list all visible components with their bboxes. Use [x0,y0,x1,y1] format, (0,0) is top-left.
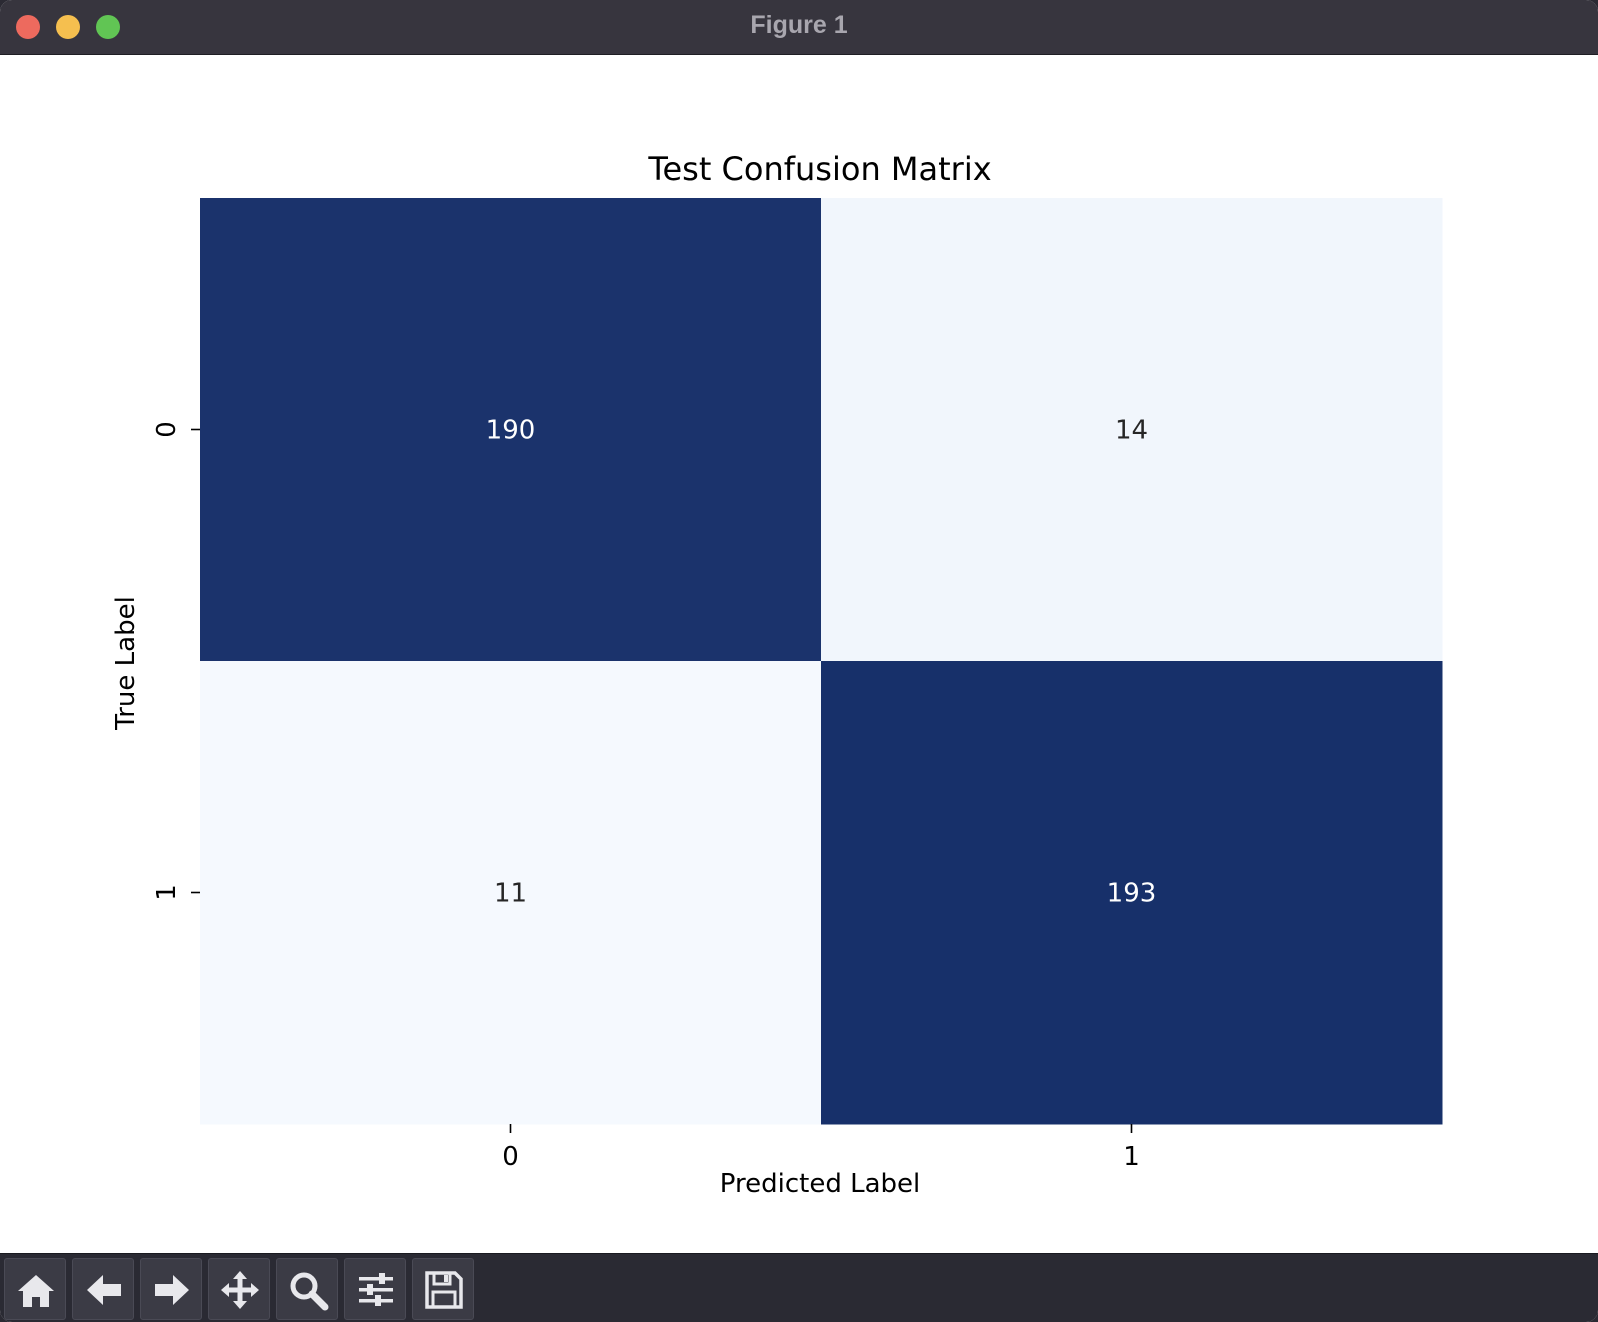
y-axis-ticks: 01 [152,421,200,901]
cell-value-label-1-1: 193 [1107,879,1157,909]
y-tick-label: 1 [152,884,182,901]
back-arrow-icon [87,1275,121,1305]
cell-value-label-0-1: 14 [1115,416,1148,446]
heatmap-cell-0-1 [821,198,1443,662]
save-button[interactable] [412,1258,474,1320]
pan-icon [221,1271,259,1309]
home-icon [18,1275,54,1307]
title-bar[interactable]: Figure 1 [0,0,1598,55]
zoom-icon [290,1272,329,1311]
forward-arrow-icon [155,1275,189,1305]
pan-button[interactable] [208,1258,270,1320]
cell-value-label-0-0: 190 [486,416,536,446]
minimize-window-button[interactable] [56,15,80,39]
maximize-window-button[interactable] [96,15,120,39]
x-axis-label: Predicted Label [720,1169,920,1199]
back-button[interactable] [72,1258,134,1320]
navigation-toolbar [0,1253,1598,1322]
home-button[interactable] [4,1258,66,1320]
close-window-button[interactable] [16,15,40,39]
heatmap-cell-labels: 190 14 11 193 [486,416,1157,909]
forward-button[interactable] [140,1258,202,1320]
window-title: Figure 1 [750,11,848,39]
heatmap-cell-1-1 [821,661,1443,1125]
chart-title: Test Confusion Matrix [647,150,991,188]
x-tick-label: 0 [502,1142,519,1172]
save-icon [425,1271,463,1309]
y-tick-label: 0 [152,421,182,438]
configure-subplots-icon [359,1273,393,1306]
heatmap-cell-1-0 [200,661,822,1125]
zoom-button[interactable] [276,1258,338,1320]
heatmap-cell-0-0 [200,198,822,662]
configure-subplots-button[interactable] [344,1258,406,1320]
heatmap-cells [200,198,1443,1125]
cell-value-label-1-0: 11 [494,879,527,909]
x-tick-label: 1 [1123,1142,1140,1172]
y-axis-label: True Label [111,596,141,731]
